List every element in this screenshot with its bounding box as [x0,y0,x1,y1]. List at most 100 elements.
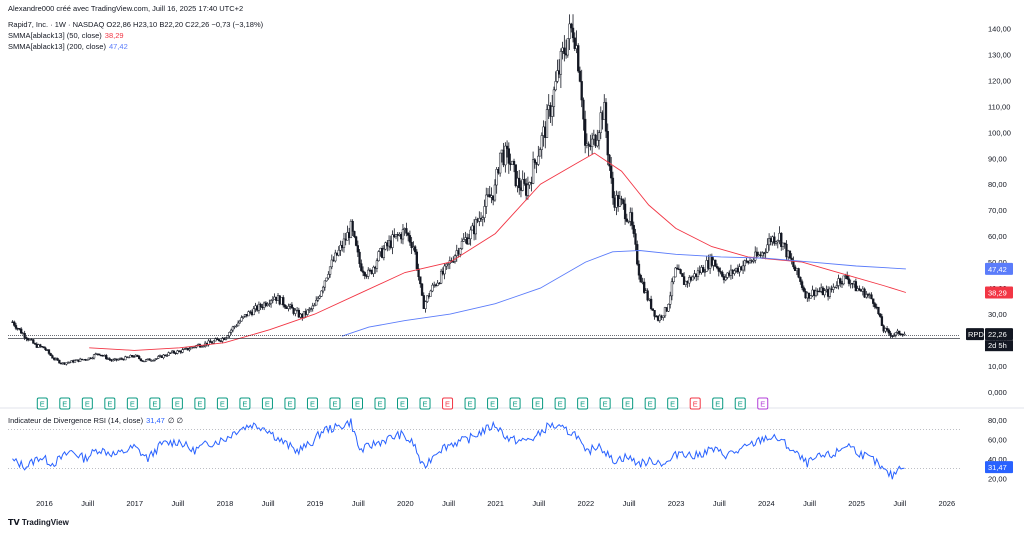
time-tick-label: Juill [893,499,906,508]
earnings-marker-label[interactable]: E [738,400,743,409]
candle-body [847,278,851,284]
earnings-marker [442,397,454,410]
sma200-legend[interactable]: SMMA[ablack13] (200, close) 47,42 [8,42,128,51]
earnings-marker [712,397,724,410]
earnings-marker-label[interactable]: E [490,400,495,409]
earnings-marker-label[interactable]: E [40,400,45,409]
price-tick-label: 30,00 [988,310,1007,319]
candle-body [590,138,594,148]
earnings-marker-label[interactable]: E [558,400,563,409]
candle-body [611,177,615,199]
earnings-marker-label[interactable]: E [513,400,518,409]
sma200-value: 47,42 [108,42,128,51]
candle-body [854,281,858,292]
sma50-legend[interactable]: SMMA[ablack13] (50, close) 38,29 [8,31,124,40]
earnings-marker-label[interactable]: E [287,400,292,409]
earnings-marker-label[interactable]: E [670,400,675,409]
candle-body [176,350,179,354]
candle-body [797,268,800,278]
candle-body [478,217,481,222]
price-tick-label: 0,000 [988,388,1007,397]
earnings-marker-label[interactable]: E [400,400,405,409]
earnings-marker-label[interactable]: E [378,400,383,409]
candle-body [33,343,37,345]
candle-body [667,304,670,312]
earnings-marker-label[interactable]: E [603,400,608,409]
earnings-marker-label[interactable]: E [760,400,765,409]
candle-body [358,251,361,264]
candle-body [266,304,269,306]
earnings-marker-label[interactable]: E [265,400,270,409]
candle-body [47,349,51,354]
symbol-tag-text: RPD [968,330,984,339]
candle-body [361,270,365,273]
candle-body [391,234,394,248]
candle-body [577,45,580,72]
earnings-marker [374,397,386,410]
rsi-value: 31,47 [146,416,165,425]
earnings-marker-label[interactable]: E [468,400,473,409]
candle-body [889,332,892,337]
candle-body [903,333,906,336]
rsi-legend[interactable]: Indicateur de Divergence RSI (14, close)… [8,416,183,425]
earnings-marker-label[interactable]: E [693,400,698,409]
earnings-marker-label[interactable]: E [62,400,67,409]
earnings-marker-label[interactable]: E [423,400,428,409]
candle-body [512,160,516,165]
candle-body [235,325,238,327]
earnings-marker-label[interactable]: E [130,400,135,409]
candle-body [733,270,736,274]
candle-body [181,349,184,353]
earnings-marker-label[interactable]: E [242,400,247,409]
time-tick-label: 2016 [36,499,53,508]
candle-body [885,328,889,331]
symbol-info-line[interactable]: Rapid7, Inc. · 1W · NASDAQ O22,86 H23,10… [8,20,264,29]
earnings-marker-label[interactable]: E [220,400,225,409]
candle-body [672,276,675,283]
candle-body [514,164,517,187]
candle-body [320,290,323,297]
candle-body [44,347,47,351]
candle-body [32,339,35,344]
earnings-marker-label[interactable]: E [715,400,720,409]
price-tick-label: 60,00 [988,232,1007,241]
earnings-marker-label[interactable]: E [175,400,180,409]
candle-body [436,282,439,286]
earnings-marker-label[interactable]: E [355,400,360,409]
time-tick-label: 2025 [848,499,865,508]
candle-body [714,259,717,267]
time-tick-label: 2017 [126,499,143,508]
time-tick-label: Juill [171,499,184,508]
earnings-marker [689,397,701,410]
candle-body [533,159,536,163]
candle-body [495,169,498,186]
candle-body [105,355,108,360]
candle-body [608,154,611,167]
candle-body [653,310,656,317]
candle-body [880,316,884,326]
candle-body [606,131,609,156]
earnings-marker [554,397,566,410]
earnings-marker-label[interactable]: E [580,400,585,409]
earnings-marker-label[interactable]: E [332,400,337,409]
earnings-marker-label[interactable]: E [625,400,630,409]
earnings-marker-label[interactable]: E [535,400,540,409]
price-label-badge [985,328,1013,341]
candle-body [136,354,139,357]
earnings-marker-label[interactable]: E [648,400,653,409]
earnings-marker-label[interactable]: E [310,400,315,409]
candle-body [157,356,160,359]
earnings-marker [306,397,318,410]
earnings-marker-label[interactable]: E [445,400,450,409]
rsi-value-badge-text: 31,47 [988,463,1007,472]
earnings-marker-label[interactable]: E [85,400,90,409]
rsi-tick-label: 60,00 [988,435,1007,444]
earnings-marker-label[interactable]: E [197,400,202,409]
candle-body [604,102,608,132]
price-label-text: 38,29 [988,289,1007,298]
earnings-marker-label[interactable]: E [152,400,157,409]
candle-body [259,303,262,308]
candle-body [518,177,521,189]
earnings-marker-label[interactable]: E [107,400,112,409]
